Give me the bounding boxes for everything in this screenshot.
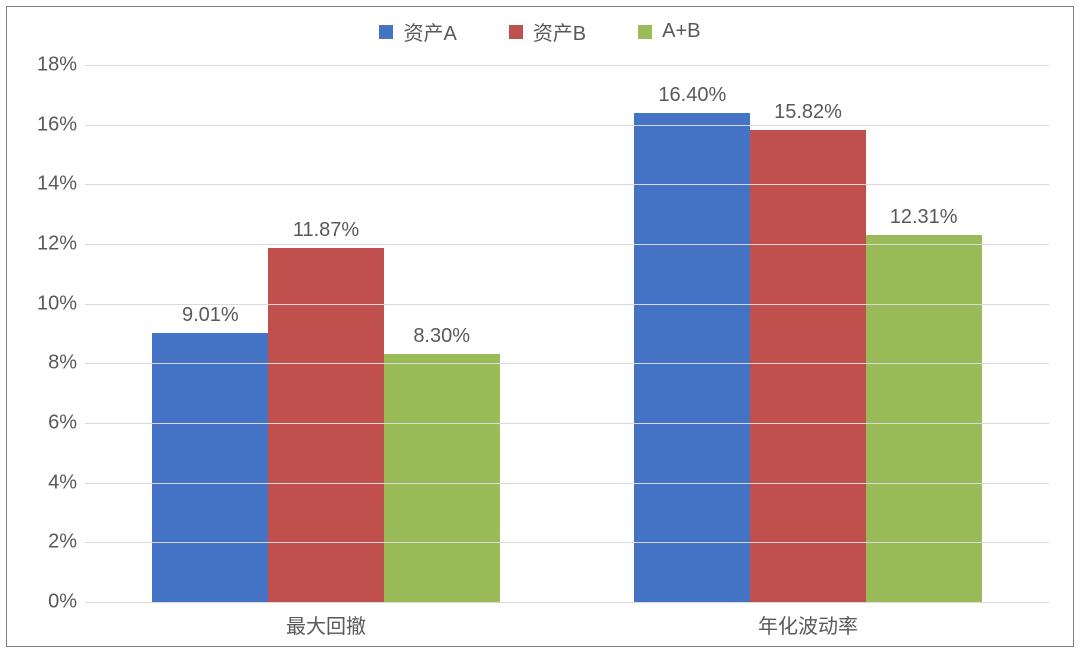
legend-swatch (509, 25, 523, 39)
bar-value-label: 9.01% (182, 304, 239, 327)
legend-label: 资产A (403, 17, 456, 46)
gridline (85, 423, 1049, 424)
legend-label: A+B (662, 20, 700, 43)
bar-value-label: 15.82% (774, 101, 842, 124)
bar (152, 333, 268, 602)
legend-swatch (638, 25, 652, 39)
gridline (85, 125, 1049, 126)
y-tick-label: 2% (27, 531, 77, 554)
bar (384, 354, 500, 602)
legend-item: A+B (638, 17, 700, 46)
plot-area: 9.01% 11.87% 8.30% 16.40% 15.82% 12.31% (85, 65, 1049, 602)
legend-swatch (379, 25, 393, 39)
bars-layer: 9.01% 11.87% 8.30% 16.40% 15.82% 12.31% (85, 65, 1049, 602)
legend-item: 资产A (379, 17, 456, 46)
y-tick-label: 4% (27, 471, 77, 494)
bar-value-label: 11.87% (293, 219, 359, 242)
bar (750, 130, 866, 602)
gridline (85, 542, 1049, 543)
y-tick-label: 14% (27, 173, 77, 196)
bar (634, 113, 750, 602)
gridline (85, 244, 1049, 245)
y-tick-label: 0% (27, 591, 77, 614)
y-tick-label: 8% (27, 352, 77, 375)
y-tick-label: 12% (27, 233, 77, 256)
legend: 资产A 资产B A+B (7, 17, 1073, 46)
gridline (85, 483, 1049, 484)
bar (268, 248, 384, 602)
y-tick-label: 10% (27, 292, 77, 315)
legend-label: 资产B (533, 17, 586, 46)
y-tick-label: 16% (27, 113, 77, 136)
bar (866, 235, 982, 602)
chart-container: 资产A 资产B A+B 9.01% 11.87% 8.30% 16.40% 15.82%… (6, 6, 1074, 647)
x-tick-label: 最大回撤 (286, 610, 366, 639)
bar-value-label: 8.30% (413, 325, 470, 348)
gridline (85, 65, 1049, 66)
bar-value-label: 12.31% (890, 206, 958, 229)
legend-item: 资产B (509, 17, 586, 46)
x-tick-label: 年化波动率 (758, 610, 858, 639)
gridline (85, 363, 1049, 364)
gridline (85, 602, 1049, 603)
gridline (85, 304, 1049, 305)
y-tick-label: 6% (27, 412, 77, 435)
gridline (85, 184, 1049, 185)
y-tick-label: 18% (27, 54, 77, 77)
bar-value-label: 16.40% (658, 84, 726, 107)
